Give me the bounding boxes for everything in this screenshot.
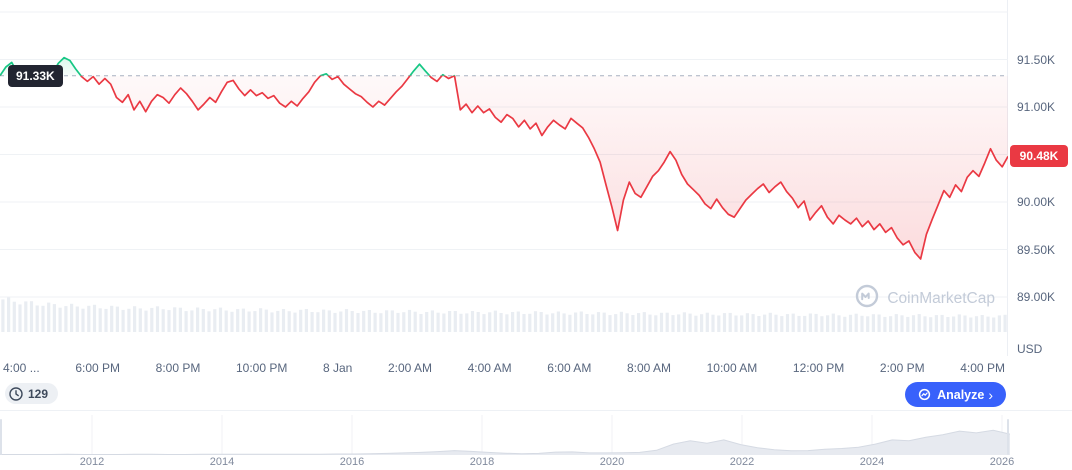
timeline-year-label: 2016 (339, 456, 365, 468)
x-axis: 4:00 ... 6:00 PM 8:00 PM 10:00 PM 8 Jan 2:00 … (0, 356, 1072, 380)
y-axis-label: 91.50K (1017, 52, 1056, 67)
x-axis-label: 8 Jan (322, 361, 353, 375)
price-series-canvas (0, 11, 1008, 332)
y-axis-label: 89.00K (1017, 290, 1056, 304)
x-axis-label: 2:00 AM (387, 361, 432, 375)
y-axis-label: 89.50K (1017, 242, 1056, 257)
history-count-button[interactable]: 129 (5, 383, 59, 404)
watermark: CoinMarketCap (855, 284, 995, 313)
x-axis-label: 6:00 AM (547, 361, 592, 375)
timeline-year-label: 2022 (729, 456, 755, 468)
chart-toolbar: 129 Analyze › (0, 380, 1072, 410)
y-axis: 91.50K 91.00K 90.00K 89.50K 89.00K 90.48K US… (1008, 0, 1072, 356)
clock-history-icon (8, 386, 24, 402)
scrubber-handle-left[interactable] (0, 419, 2, 455)
currency-unit-label: USD (1017, 342, 1043, 356)
timeline-year-label: 2014 (209, 456, 235, 468)
last-price-badge: 90.48K (1010, 145, 1068, 168)
x-axis-label: 4:00 AM (467, 361, 512, 375)
y-axis-label: 90.00K (1017, 195, 1056, 209)
timeline-year-label: 2024 (859, 456, 885, 468)
x-axis-label: 2:00 PM (879, 361, 925, 375)
date-range-scrubber[interactable]: 2012 2014 2016 2018 2020 2022 2024 2026 (0, 410, 1072, 470)
timeline-year-label: 2020 (599, 456, 625, 468)
chart-area: 91.33K CoinMarketCap 91.50K 91.00K 90.00K 8… (0, 0, 1072, 356)
y-axis-label: 91.00K (1017, 100, 1056, 114)
x-axis-label: 8:00 AM (626, 361, 671, 375)
price-plot[interactable]: 91.33K CoinMarketCap (0, 0, 1008, 356)
x-axis-labels: 4:00 ... 6:00 PM 8:00 PM 10:00 PM 8 Jan 2:00 … (0, 356, 1008, 380)
watermark-text: CoinMarketCap (887, 289, 995, 307)
baseline-price-badge: 91.33K (8, 64, 63, 87)
x-axis-label: 10:00 PM (235, 361, 288, 375)
x-axis-label: 8:00 PM (155, 361, 201, 375)
coinmarketcap-logo-icon (855, 284, 879, 313)
x-axis-label: 4:00 ... (3, 361, 40, 375)
x-axis-label: 10:00 AM (706, 361, 758, 375)
analyze-icon (918, 388, 931, 401)
timeline-year-label: 2012 (79, 456, 105, 468)
history-count: 129 (28, 386, 49, 401)
timeline-year-label: 2018 (469, 456, 495, 468)
timeline-mini-chart (0, 411, 1011, 462)
x-axis-label: 6:00 PM (75, 361, 121, 375)
analyze-button[interactable]: Analyze › (905, 382, 1006, 407)
x-axis-label: 12:00 PM (792, 361, 845, 375)
analyze-label: Analyze (937, 387, 985, 402)
x-axis-label: 4:00 PM (960, 361, 1005, 375)
scrubber-handle-right[interactable] (1007, 419, 1009, 455)
chevron-right-icon: › (988, 386, 993, 403)
timeline-year-label: 2026 (989, 456, 1015, 468)
